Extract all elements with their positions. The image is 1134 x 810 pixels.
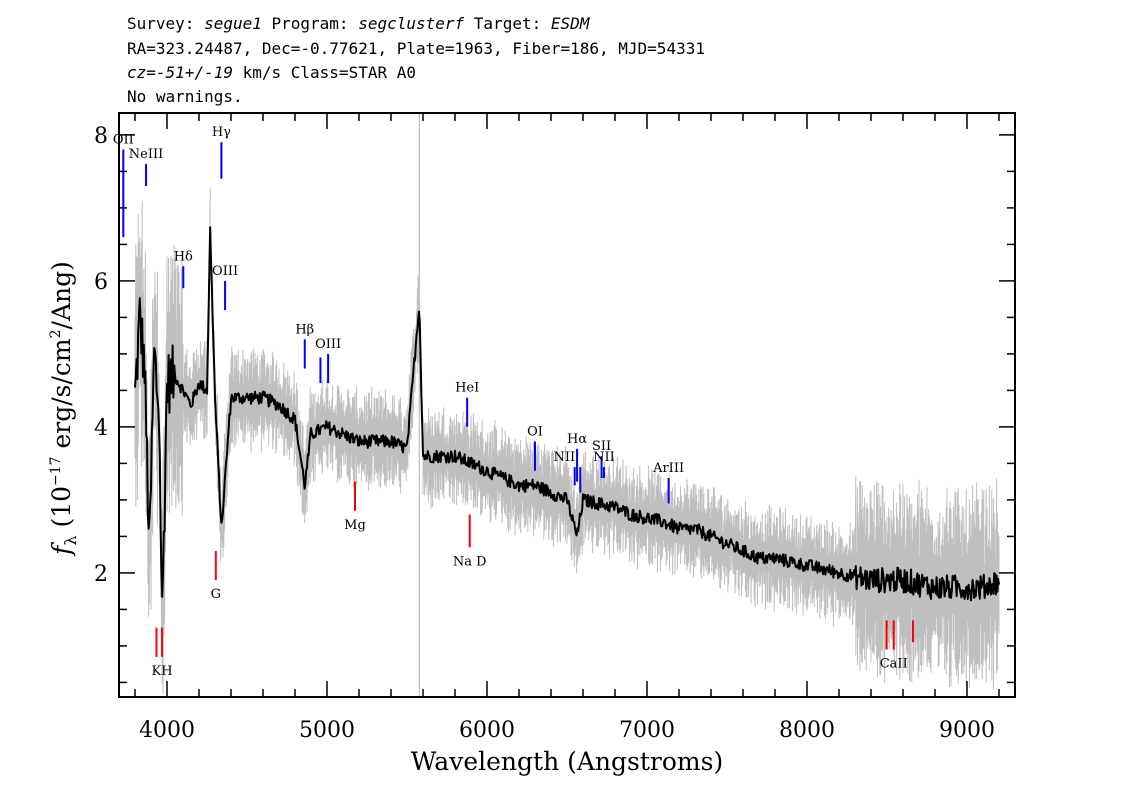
x-tick-label: 5000 xyxy=(299,718,355,743)
flux-line xyxy=(134,226,1000,602)
y-axis-title: fλ (10−17 erg/s/cm2/Ang) xyxy=(47,261,80,557)
line-label: Hβ xyxy=(295,322,314,337)
y-axis-title-f: f xyxy=(47,542,76,557)
y-tick-label: 6 xyxy=(94,270,108,295)
header-line-3: cz=-51+/-19 km/s Class=STAR A0 xyxy=(127,63,416,82)
line-label: NeIII xyxy=(129,147,163,162)
header-cz-value: -51+/-19 xyxy=(156,63,233,82)
header-program-label: Program: xyxy=(262,14,358,33)
y-tick-label: 4 xyxy=(94,416,108,441)
line-label: SII xyxy=(592,439,611,454)
header-survey: segue1 xyxy=(204,14,262,33)
x-axis-title: Wavelength (Angstroms) xyxy=(411,747,723,776)
header-line-2: RA=323.24487, Dec=-0.77621, Plate=1963, … xyxy=(127,39,705,58)
line-label: OIII xyxy=(212,264,238,279)
y-axis-title-unit-c: /Ang) xyxy=(47,261,76,329)
x-tick-label: 9000 xyxy=(939,718,995,743)
line-label: OI xyxy=(527,425,543,440)
line-label: Hγ xyxy=(212,125,231,140)
x-tick-label: 6000 xyxy=(459,718,515,743)
y-axis-title-unit-b: erg/s/cm xyxy=(47,338,76,456)
line-label: NII xyxy=(593,450,615,465)
line-label: Hα xyxy=(567,432,587,447)
line-label: NII xyxy=(553,450,575,465)
y-tick-label: 2 xyxy=(94,562,108,587)
header-cz-label: cz= xyxy=(127,63,156,82)
line-label: ArIII xyxy=(652,461,684,476)
plot-area xyxy=(134,113,1000,697)
line-label: Na D xyxy=(453,554,487,569)
header-line-4: No warnings. xyxy=(127,87,243,106)
y-axis-title-unit-a: (10 xyxy=(47,486,76,536)
header-line-1: Survey: segue1 Program: segclusterf Targ… xyxy=(127,14,591,33)
y-tick-label: 8 xyxy=(94,124,108,149)
line-label: OII xyxy=(113,133,134,148)
line-label: CaII xyxy=(880,657,908,672)
line-label: HeI xyxy=(455,381,479,396)
x-tick-label: 8000 xyxy=(779,718,835,743)
x-axis: 4000 5000 6000 7000 8000 9000 xyxy=(134,113,1000,743)
header-class: km/s Class=STAR A0 xyxy=(233,63,416,82)
y-axis: 2 4 6 8 xyxy=(94,124,1015,684)
line-label: OIII xyxy=(315,337,341,352)
line-label: Hδ xyxy=(174,249,193,264)
x-tick-label: 7000 xyxy=(619,718,675,743)
plot-frame xyxy=(118,112,1016,698)
y-axis-title-exp2: 2 xyxy=(48,329,64,338)
x-tick-label: 4000 xyxy=(139,718,195,743)
line-label: KH xyxy=(152,664,173,679)
header-survey-label: Survey: xyxy=(127,14,204,33)
line-label: G xyxy=(211,587,221,602)
header-target: ESDM xyxy=(551,14,591,33)
header-program: segclusterf xyxy=(358,14,464,33)
plot-border xyxy=(118,112,1016,698)
header-target-label: Target: xyxy=(464,14,551,33)
line-label: Mg xyxy=(344,518,366,533)
y-axis-title-exp1: −17 xyxy=(48,456,64,486)
y-axis-title-sub: λ xyxy=(61,536,80,546)
